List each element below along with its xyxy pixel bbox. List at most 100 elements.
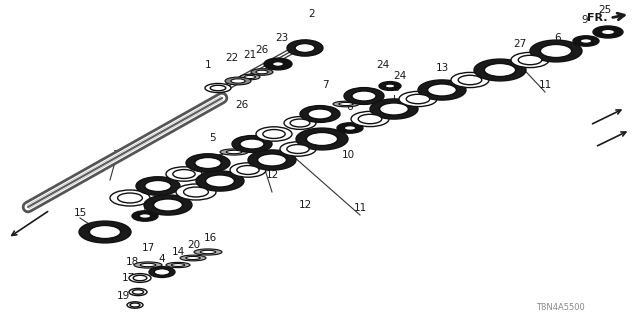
Text: T8N4A5500: T8N4A5500 bbox=[536, 303, 584, 313]
Ellipse shape bbox=[194, 249, 222, 255]
Text: 25: 25 bbox=[138, 189, 150, 199]
Ellipse shape bbox=[240, 74, 260, 80]
Ellipse shape bbox=[110, 190, 150, 206]
Ellipse shape bbox=[144, 195, 192, 215]
Ellipse shape bbox=[186, 256, 200, 260]
Ellipse shape bbox=[287, 145, 309, 154]
Ellipse shape bbox=[186, 154, 230, 172]
Text: 12: 12 bbox=[266, 170, 278, 180]
Ellipse shape bbox=[154, 269, 170, 275]
Ellipse shape bbox=[227, 150, 242, 154]
Text: 27: 27 bbox=[364, 93, 376, 103]
Text: 19: 19 bbox=[116, 291, 130, 301]
Ellipse shape bbox=[300, 106, 340, 123]
Ellipse shape bbox=[418, 80, 466, 100]
Ellipse shape bbox=[339, 102, 353, 106]
Ellipse shape bbox=[296, 128, 348, 150]
Ellipse shape bbox=[256, 70, 268, 74]
Ellipse shape bbox=[273, 62, 284, 66]
Text: 12: 12 bbox=[298, 200, 312, 210]
Text: 6: 6 bbox=[555, 33, 561, 43]
Ellipse shape bbox=[240, 139, 264, 149]
Ellipse shape bbox=[176, 184, 216, 200]
Ellipse shape bbox=[149, 267, 175, 277]
Text: 13: 13 bbox=[435, 63, 449, 73]
Ellipse shape bbox=[307, 132, 338, 146]
Text: 7: 7 bbox=[322, 80, 328, 90]
Ellipse shape bbox=[280, 142, 316, 156]
Ellipse shape bbox=[248, 150, 296, 170]
Ellipse shape bbox=[230, 163, 266, 177]
Ellipse shape bbox=[370, 99, 418, 119]
Ellipse shape bbox=[258, 154, 287, 166]
Ellipse shape bbox=[136, 177, 180, 195]
Ellipse shape bbox=[287, 40, 323, 56]
Text: 5: 5 bbox=[209, 133, 215, 143]
Ellipse shape bbox=[385, 84, 395, 88]
Ellipse shape bbox=[344, 126, 356, 130]
Ellipse shape bbox=[231, 79, 245, 83]
Text: 5: 5 bbox=[217, 154, 223, 164]
Ellipse shape bbox=[79, 221, 131, 243]
Ellipse shape bbox=[251, 69, 273, 75]
Text: 17: 17 bbox=[122, 273, 134, 283]
Ellipse shape bbox=[200, 250, 216, 254]
Ellipse shape bbox=[380, 103, 408, 115]
Ellipse shape bbox=[180, 255, 206, 261]
Ellipse shape bbox=[127, 302, 143, 308]
Ellipse shape bbox=[580, 39, 592, 43]
Text: 20: 20 bbox=[188, 240, 200, 250]
Ellipse shape bbox=[256, 127, 292, 141]
Text: 13: 13 bbox=[387, 83, 401, 93]
Ellipse shape bbox=[458, 75, 482, 85]
Ellipse shape bbox=[173, 170, 195, 179]
Ellipse shape bbox=[140, 263, 156, 267]
Ellipse shape bbox=[129, 288, 147, 296]
Text: 8: 8 bbox=[164, 173, 172, 183]
Ellipse shape bbox=[133, 275, 147, 281]
Ellipse shape bbox=[337, 123, 363, 133]
Ellipse shape bbox=[130, 303, 140, 307]
Text: 10: 10 bbox=[341, 150, 355, 160]
Ellipse shape bbox=[132, 211, 158, 221]
Ellipse shape bbox=[196, 171, 244, 191]
Ellipse shape bbox=[284, 116, 316, 129]
Ellipse shape bbox=[308, 109, 332, 119]
Ellipse shape bbox=[129, 274, 151, 282]
Ellipse shape bbox=[406, 94, 430, 104]
Ellipse shape bbox=[134, 262, 162, 268]
Ellipse shape bbox=[184, 187, 209, 197]
Text: 21: 21 bbox=[243, 50, 257, 60]
Ellipse shape bbox=[451, 72, 489, 88]
Ellipse shape bbox=[132, 290, 143, 294]
Text: 3: 3 bbox=[112, 150, 118, 160]
Text: FR.: FR. bbox=[586, 13, 607, 23]
Ellipse shape bbox=[205, 175, 234, 187]
Ellipse shape bbox=[118, 193, 143, 203]
Text: 2: 2 bbox=[308, 9, 316, 19]
Text: 18: 18 bbox=[125, 257, 139, 267]
Text: 11: 11 bbox=[353, 203, 367, 213]
Text: 25: 25 bbox=[598, 5, 612, 15]
Ellipse shape bbox=[166, 167, 202, 181]
Text: 27: 27 bbox=[513, 39, 527, 49]
Ellipse shape bbox=[154, 199, 182, 211]
Ellipse shape bbox=[220, 149, 248, 155]
Ellipse shape bbox=[195, 157, 221, 169]
Ellipse shape bbox=[601, 29, 615, 35]
Ellipse shape bbox=[518, 55, 542, 65]
Text: 26: 26 bbox=[255, 45, 269, 55]
Text: 24: 24 bbox=[376, 60, 390, 70]
Ellipse shape bbox=[333, 101, 359, 107]
Text: 23: 23 bbox=[275, 33, 289, 43]
Ellipse shape bbox=[474, 59, 526, 81]
Text: 11: 11 bbox=[538, 80, 552, 90]
Ellipse shape bbox=[593, 26, 623, 38]
Ellipse shape bbox=[352, 91, 376, 101]
Text: 26: 26 bbox=[236, 100, 248, 110]
Ellipse shape bbox=[90, 226, 120, 238]
Ellipse shape bbox=[428, 84, 456, 96]
Text: 15: 15 bbox=[74, 208, 86, 218]
Text: 1: 1 bbox=[205, 60, 211, 70]
Ellipse shape bbox=[511, 52, 549, 68]
